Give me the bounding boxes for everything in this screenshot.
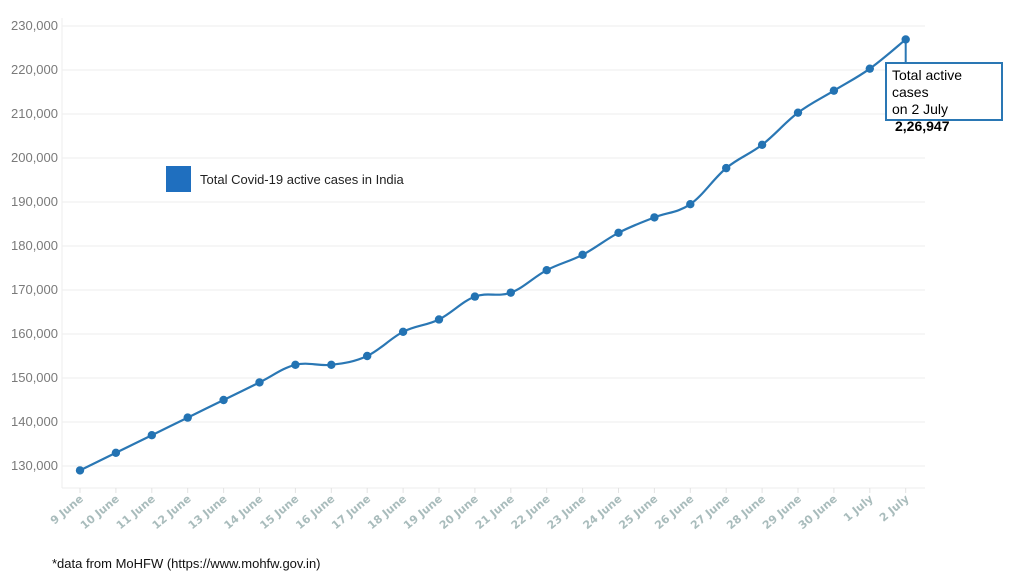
x-tick-label: 11 June (114, 492, 158, 532)
x-tick-label: 15 June (257, 492, 301, 532)
data-point (542, 266, 551, 275)
x-tick-label: 22 June (509, 492, 553, 532)
annotation-box: Total active cases on 2 July 2,26,947 (885, 62, 1003, 134)
data-point (829, 86, 839, 95)
legend-swatch (166, 166, 191, 192)
source-footnote: *data from MoHFW (https://www.mohfw.gov.… (52, 556, 321, 571)
x-tick-label: 13 June (186, 492, 230, 532)
annotation-line2: on 2 July (892, 101, 949, 117)
data-point (901, 35, 910, 44)
legend: Total Covid-19 active cases in India (166, 166, 404, 192)
legend-label: Total Covid-19 active cases in India (200, 171, 404, 187)
y-tick-label: 160,000 (11, 326, 58, 341)
data-point (578, 250, 587, 259)
x-tick-label: 27 June (688, 492, 732, 532)
y-tick-label: 180,000 (11, 238, 58, 253)
y-tick-label: 150,000 (11, 370, 58, 385)
x-tick-label: 24 June (581, 492, 625, 532)
x-tick-label: 29 June (760, 492, 804, 532)
data-point (291, 360, 300, 369)
series-line (79, 38, 907, 472)
data-point (722, 163, 731, 173)
y-tick-label: 140,000 (11, 414, 58, 429)
x-tick-label: 23 June (545, 492, 589, 532)
x-tick-label: 14 June (222, 492, 266, 532)
x-tick-label: 10 June (78, 492, 122, 532)
x-tick-label: 12 June (150, 492, 194, 532)
data-point (255, 378, 264, 387)
annotation-line1: Total active cases (892, 67, 963, 100)
data-point (757, 140, 767, 149)
x-tick-label: 2 July (877, 492, 912, 524)
data-points (75, 35, 910, 475)
x-tick-label: 28 June (724, 492, 768, 532)
y-tick-label: 230,000 (11, 18, 58, 33)
gridlines (61, 18, 925, 489)
y-tick-label: 130,000 (11, 458, 58, 473)
data-point (506, 288, 515, 297)
data-point (111, 448, 121, 457)
y-tick-label: 190,000 (11, 194, 58, 209)
x-tick-label: 1 July (841, 492, 876, 524)
data-point (327, 360, 336, 369)
x-tick-label: 30 June (796, 492, 840, 532)
data-point (865, 64, 874, 73)
x-tick-label: 18 June (365, 492, 409, 532)
x-tick-label: 21 June (473, 492, 517, 532)
data-point (147, 431, 156, 440)
y-tick-label: 200,000 (11, 150, 58, 165)
y-tick-label: 210,000 (11, 106, 58, 121)
x-tick-label: 19 June (401, 492, 445, 532)
data-point (686, 200, 695, 209)
x-tick-label: 25 June (616, 492, 660, 532)
data-point (183, 413, 192, 422)
data-point (470, 292, 480, 301)
data-point (793, 108, 803, 117)
y-tick-label: 170,000 (11, 282, 58, 297)
data-point (363, 351, 372, 361)
x-tick-label: 20 June (437, 492, 481, 532)
data-point (219, 395, 228, 405)
data-point (614, 228, 623, 237)
annotation-value: 2,26,947 (895, 118, 950, 134)
y-tick-label: 220,000 (11, 62, 58, 77)
x-tick-label: 16 June (293, 492, 337, 532)
y-axis: 130,000 140,000 150,000 160,000 170,000 180,0… (11, 18, 58, 473)
x-tick-label: 26 June (652, 492, 696, 532)
x-tick-label: 17 June (329, 492, 373, 532)
data-point (434, 315, 444, 324)
data-point (650, 213, 659, 222)
data-point (398, 327, 408, 336)
data-point (75, 466, 85, 475)
